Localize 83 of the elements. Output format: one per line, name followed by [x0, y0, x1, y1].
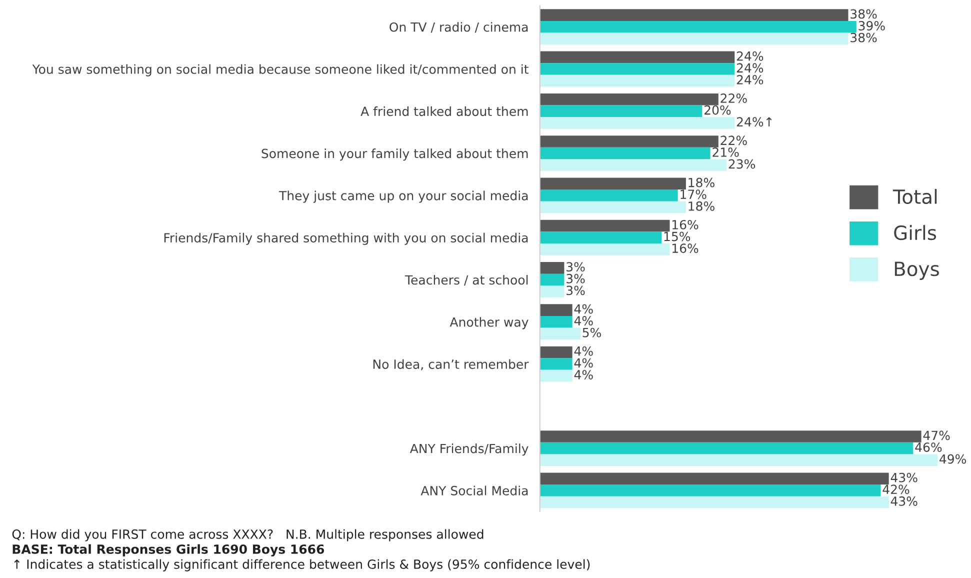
bar	[540, 304, 572, 316]
data-label: 22%	[720, 94, 747, 103]
legend-label: Total	[892, 188, 937, 204]
data-label: 21%	[712, 147, 739, 157]
data-label: 22%	[720, 136, 747, 146]
data-label: 24%	[736, 63, 764, 73]
y-tick-label: Teachers / at school	[404, 274, 528, 286]
data-label: 16%	[672, 244, 698, 254]
data-label: 18%	[688, 178, 714, 188]
data-label: 24%	[736, 51, 764, 61]
y-tick-label: A friend talked about them	[360, 106, 528, 116]
bar	[540, 220, 670, 232]
data-label: 46%	[915, 442, 942, 452]
bar	[540, 159, 727, 171]
bar	[540, 201, 686, 214]
legend-label: Girls	[894, 225, 936, 240]
bar	[540, 316, 572, 328]
bar	[540, 346, 572, 358]
text: BASE: Total Responses Girls 1690 Boys 1666	[12, 544, 324, 556]
y-tick-label: You saw something on social media because someone liked it/commented on it	[32, 64, 528, 76]
bar	[540, 136, 718, 148]
bar	[540, 9, 848, 21]
data-label: 49%	[940, 454, 966, 464]
data-label: 43%	[890, 472, 918, 482]
data-label: 4%	[574, 304, 593, 314]
data-label: 42%	[882, 484, 910, 494]
data-label: 24%↑	[736, 117, 772, 127]
data-label: 17%	[680, 190, 706, 200]
bar	[540, 496, 889, 508]
bar	[540, 117, 735, 129]
y-tick-label: No Idea, can’t remember	[373, 359, 529, 370]
bar	[540, 232, 662, 244]
bar	[540, 147, 710, 160]
data-label: 38%	[850, 32, 877, 42]
bar	[540, 93, 718, 106]
text: ↑ Indicates a statistically significant difference between Girls & Boys (95% confidence level)	[14, 559, 590, 572]
bar	[540, 328, 580, 340]
bar	[540, 74, 735, 87]
data-label: 24%	[736, 74, 764, 84]
bar	[540, 243, 670, 256]
bar	[540, 286, 564, 298]
data-label: 39%	[858, 21, 885, 30]
bar	[540, 178, 686, 190]
data-label: 16%	[672, 220, 698, 230]
data-label: 20%	[704, 105, 731, 115]
bar	[540, 430, 922, 442]
data-label: 3%	[566, 274, 585, 284]
legend-label: Boys	[894, 262, 939, 280]
y-tick-label: Someone in your family talked about them	[262, 148, 528, 161]
bar	[540, 105, 702, 118]
data-label: 4%	[574, 358, 593, 368]
bar	[540, 32, 848, 45]
bar	[540, 484, 881, 496]
bar	[540, 190, 678, 202]
data-label: 3%	[566, 262, 585, 272]
y-tick-label: ANY Social Media	[420, 486, 528, 496]
data-label: 4%	[574, 346, 593, 356]
data-label: 47%	[923, 430, 950, 440]
y-tick-label: ANY Friends/Family	[410, 444, 528, 456]
bar	[540, 63, 735, 75]
y-tick-label: Another way	[450, 317, 528, 330]
bar	[540, 274, 564, 286]
data-label: 3%	[566, 286, 585, 296]
bar	[540, 472, 889, 485]
bar	[540, 51, 735, 64]
data-label: 4%	[574, 316, 593, 326]
data-label: 4%	[574, 370, 593, 380]
data-label: 23%	[728, 159, 756, 169]
text: Q: How did you FIRST come across XXXX? N.B. Multiple responses allowed	[12, 529, 484, 542]
bar	[540, 20, 856, 33]
y-tick-label: On TV / radio / cinema	[390, 22, 528, 33]
data-label: 43%	[890, 496, 918, 506]
data-label: 5%	[582, 328, 601, 338]
bar	[540, 262, 564, 274]
bar	[540, 370, 572, 382]
data-label: 18%	[688, 201, 714, 211]
bar	[540, 454, 938, 466]
y-tick-label: They just came up on your social media	[278, 190, 528, 203]
bar	[540, 442, 914, 454]
bar	[540, 358, 572, 370]
data-label: 15%	[664, 232, 690, 242]
data-label: 38%	[850, 9, 877, 19]
y-tick-label: Friends/Family shared something with you on social media	[164, 232, 528, 245]
